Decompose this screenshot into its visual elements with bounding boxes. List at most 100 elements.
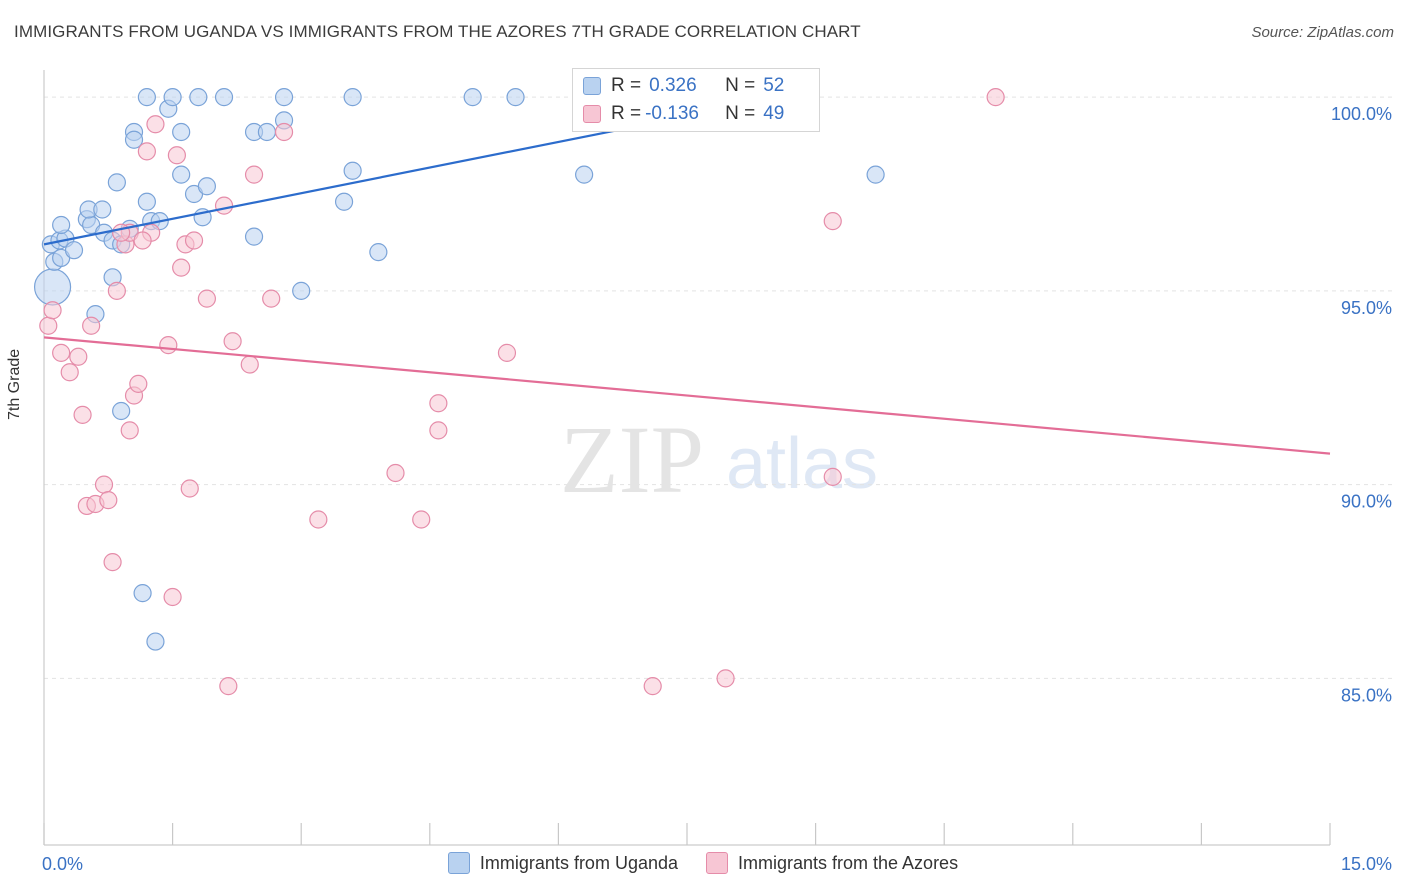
azores-point [94, 475, 114, 494]
azores-point [120, 421, 139, 440]
azores-point [223, 332, 242, 351]
uganda-point [463, 88, 482, 107]
azores-point [274, 122, 294, 142]
azores-point [244, 165, 264, 184]
uganda-swatch [583, 77, 601, 95]
uganda-point [274, 88, 294, 107]
r-value: -0.136 [645, 103, 699, 124]
source-credit: Source: ZipAtlas.com [1251, 24, 1394, 41]
uganda-point [124, 130, 144, 149]
uganda-point [866, 165, 885, 184]
legend-label-azores: Immigrants from the Azores [738, 852, 959, 873]
uganda-point [112, 401, 131, 421]
uganda-point [107, 173, 126, 192]
azores-point [197, 289, 216, 308]
gridlines [44, 96, 1392, 679]
legend-label-uganda: Immigrants from Uganda [479, 852, 678, 873]
y-tick-label: 100.0% [1331, 104, 1392, 124]
azores-point [103, 553, 122, 572]
uganda-point [137, 192, 156, 211]
azores-point [823, 212, 842, 231]
azores-point [137, 142, 156, 161]
azores-point [43, 301, 62, 320]
y-tick-label: 95.0% [1341, 298, 1392, 318]
uganda-point [93, 200, 112, 219]
n-label: N = [725, 103, 756, 124]
watermark-atlas: atlas [726, 424, 878, 504]
x-tick-label: 0.0% [42, 854, 83, 874]
legend-item-uganda[interactable]: Immigrants from Uganda [447, 852, 678, 874]
uganda-point [334, 192, 354, 211]
azores-point [69, 347, 88, 366]
uganda-point [343, 88, 362, 107]
azores-point [643, 677, 662, 696]
azores-point [73, 405, 92, 424]
uganda-point [163, 88, 182, 107]
uganda-point [257, 122, 277, 142]
axes [43, 70, 1331, 846]
uganda-point [292, 281, 311, 300]
stats-row-uganda: R = 0.326 N = 52 [583, 75, 784, 97]
uganda-swatch [447, 852, 470, 874]
azores-point [184, 231, 204, 250]
azores-point [386, 463, 405, 483]
azores-point [180, 479, 199, 498]
uganda-point [343, 161, 362, 180]
azores-point [163, 587, 182, 607]
azores-point [82, 316, 101, 335]
r-label: R = [611, 103, 642, 124]
azores-point [429, 421, 448, 440]
azores-swatch [706, 852, 728, 874]
azores-point [172, 258, 191, 277]
azores-point [159, 336, 178, 355]
trend-lines [43, 99, 1331, 455]
watermark-zip: ZIP [560, 406, 704, 513]
azores-point [219, 677, 238, 696]
azores-point [240, 355, 259, 374]
x-tick-label: 15.0% [1341, 854, 1392, 874]
azores-point [60, 363, 79, 382]
azores-point [497, 343, 517, 362]
uganda-point [189, 88, 208, 107]
uganda-point [52, 215, 71, 235]
azores-point [39, 316, 58, 335]
y-tick-label: 85.0% [1341, 685, 1392, 705]
azores-point [214, 196, 234, 215]
azores-point [133, 231, 152, 250]
uganda-point [244, 227, 264, 246]
uganda-point [133, 584, 152, 603]
r-label: R = [611, 75, 642, 96]
r-value: 0.326 [649, 75, 697, 96]
uganda-point [33, 268, 72, 306]
azores-point [52, 343, 71, 362]
n-label: N = [725, 75, 756, 96]
azores-swatch [583, 105, 601, 123]
azores-point [309, 510, 328, 529]
uganda-point [146, 632, 165, 651]
series-legend: Immigrants from Uganda Immigrants from t… [0, 852, 1406, 874]
uganda-point [506, 88, 525, 107]
uganda-point [172, 165, 191, 184]
stats-legend: R = 0.326 N = 52 R = -0.136 N = 49 [572, 68, 820, 132]
azores-point [129, 374, 148, 393]
azores-point [823, 467, 842, 486]
n-value: 49 [763, 103, 785, 124]
azores-point [107, 281, 126, 300]
n-value: 52 [763, 75, 785, 96]
data-points [33, 88, 1005, 696]
uganda-point [197, 177, 216, 196]
azores-point [262, 289, 281, 308]
uganda-point [137, 88, 156, 107]
uganda-point [369, 243, 388, 262]
uganda-point [172, 122, 191, 142]
legend-item-azores[interactable]: Immigrants from the Azores [706, 852, 958, 874]
uganda-point [214, 88, 234, 107]
azores-point [99, 491, 118, 510]
azores-point [429, 394, 448, 413]
azores-point [716, 669, 735, 688]
azores-point [986, 88, 1005, 107]
azores-point [412, 510, 431, 529]
azores-point [167, 146, 186, 165]
tick-labels: 85.0% 90.0% 95.0% 100.0% 0.0% 15.0% [42, 104, 1392, 874]
uganda-point [575, 165, 594, 184]
